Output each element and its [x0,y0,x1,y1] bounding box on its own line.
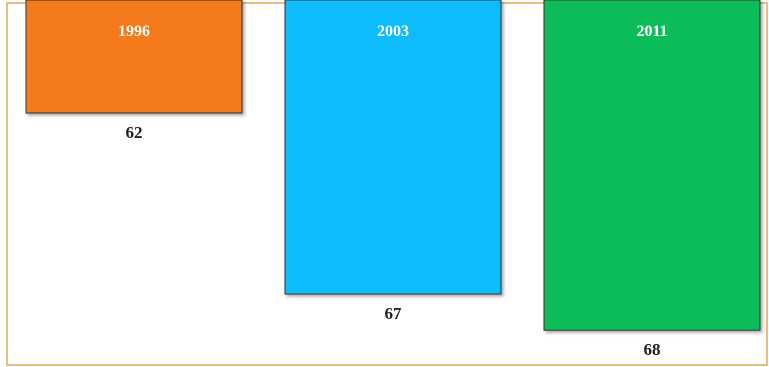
bar-1996 [25,0,243,114]
value-label-2003: 67 [385,304,403,323]
bar-2003 [284,0,502,295]
category-label-1996: 1996 [118,23,150,40]
bars-group: 1996 62 2003 67 2011 68 [25,0,761,359]
value-label-1996: 62 [126,123,143,142]
category-label-2011: 2011 [636,23,667,40]
category-label-2003: 2003 [377,23,409,40]
bar-2011 [543,0,761,331]
value-label-2011: 68 [644,340,661,359]
